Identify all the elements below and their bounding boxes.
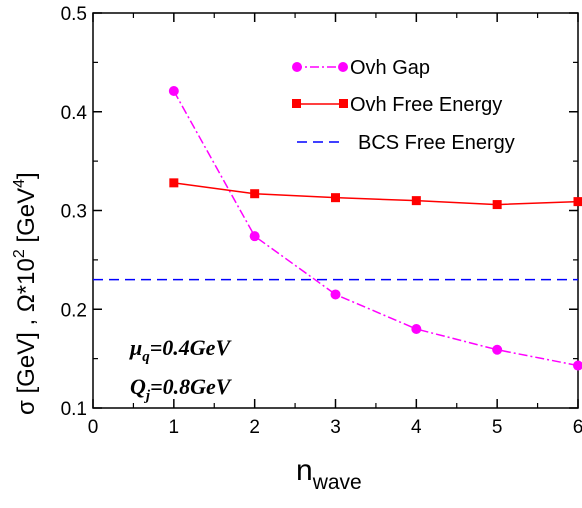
legend-label-ovh-gap: Ovh Gap	[350, 57, 430, 79]
annotation-q-subscript: j	[144, 388, 151, 404]
x-axis-title-sub: wave	[312, 471, 362, 494]
point-ovh-free-energy-4	[411, 196, 421, 206]
point-ovh-gap-4	[411, 324, 422, 334]
y-tick-label-0.2: 0.2	[61, 300, 87, 321]
x-tick-label-2: 2	[249, 417, 260, 438]
y-axis-title-part3: ]	[13, 172, 40, 179]
legend-label-bcs-free-energy: BCS Free Energy	[358, 132, 515, 154]
x-axis-title-main: n	[296, 454, 313, 487]
point-ovh-gap-2	[249, 231, 260, 242]
legend-marker-ovh-gap-right	[338, 62, 348, 72]
axis-ticks: 0 1 2 3 4 5 6 0.1 0.2 0.3 0.4 0.5	[61, 4, 582, 438]
point-ovh-free-energy-2	[250, 189, 260, 199]
point-ovh-free-energy-5	[492, 200, 502, 210]
annotation-q-j: Qj=0.8GeV	[130, 374, 233, 404]
x-tick-label-1: 1	[169, 417, 180, 438]
y-tick-label-0.4: 0.4	[61, 103, 88, 124]
series-line-ovh-gap	[173, 90, 579, 367]
series-line-ovh-free-energy	[173, 182, 579, 206]
y-axis-title: σ [GeV] , Ω*102 [GeV4]	[11, 172, 40, 415]
point-ovh-gap-1	[168, 86, 179, 97]
x-tick-label-3: 3	[330, 417, 341, 438]
point-ovh-gap-5	[492, 344, 503, 355]
y-tick-label-0.5: 0.5	[61, 4, 87, 25]
legend-marker-ovh-free-energy-right	[339, 99, 348, 108]
annotation-q-symbol: Q	[130, 374, 146, 399]
x-tick-label-0: 0	[88, 417, 99, 438]
legend-marker-ovh-gap-left	[292, 62, 302, 72]
y-axis-title-part2: [GeV	[13, 188, 40, 249]
x-tick-label-6: 6	[573, 417, 582, 438]
series-layer	[93, 86, 582, 371]
x-tick-label-4: 4	[411, 417, 422, 438]
x-tick-label-5: 5	[492, 417, 503, 438]
point-ovh-gap-3	[330, 289, 341, 300]
y-tick-label-0.1: 0.1	[61, 399, 87, 420]
legend-marker-ovh-free-energy-left	[292, 99, 301, 108]
point-ovh-gap-6	[573, 360, 582, 371]
annotation-mu-subscript: q	[142, 349, 150, 365]
annotation-mu-q: μq=0.4GeV	[129, 335, 232, 365]
y-axis-title-part1: σ [GeV] , Ω*10	[13, 258, 40, 415]
y-tick-label-0.3: 0.3	[61, 202, 87, 223]
annotation-mu-symbol: μ	[129, 335, 142, 360]
x-axis-title: nwave	[296, 454, 362, 494]
annotation-mu-value: =0.4GeV	[150, 335, 233, 360]
y-axis-title-sup2: 4	[11, 179, 28, 188]
point-ovh-free-energy-1	[169, 178, 179, 188]
annotation-q-value: =0.8GeV	[150, 374, 233, 399]
y-axis-title-sup1: 2	[11, 249, 28, 258]
legend-label-ovh-free-energy: Ovh Free Energy	[350, 94, 502, 116]
point-ovh-free-energy-3	[331, 193, 340, 203]
legend: Ovh Gap Ovh Free Energy BCS Free Energy	[292, 57, 515, 154]
point-ovh-free-energy-6	[573, 197, 582, 207]
